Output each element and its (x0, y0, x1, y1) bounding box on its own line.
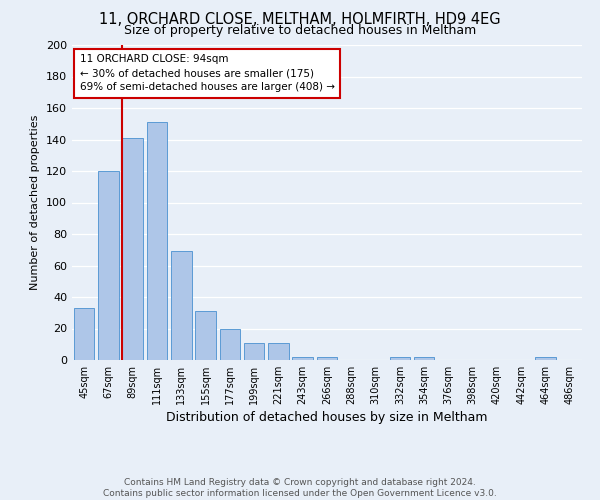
Text: 11 ORCHARD CLOSE: 94sqm
← 30% of detached houses are smaller (175)
69% of semi-d: 11 ORCHARD CLOSE: 94sqm ← 30% of detache… (80, 54, 335, 92)
Bar (195, 311, 216, 360)
Bar (220, 328, 240, 360)
Bar (122, 138, 143, 360)
Bar (268, 342, 289, 360)
Text: Contains HM Land Registry data © Crown copyright and database right 2024.
Contai: Contains HM Land Registry data © Crown c… (103, 478, 497, 498)
Bar (74, 308, 94, 360)
X-axis label: Distribution of detached houses by size in Meltham: Distribution of detached houses by size … (166, 411, 488, 424)
Bar (98, 171, 119, 360)
Y-axis label: Number of detached properties: Number of detached properties (31, 115, 40, 290)
Text: 11, ORCHARD CLOSE, MELTHAM, HOLMFIRTH, HD9 4EG: 11, ORCHARD CLOSE, MELTHAM, HOLMFIRTH, H… (99, 12, 501, 28)
Bar (414, 357, 434, 360)
Bar (146, 122, 167, 360)
Bar (535, 357, 556, 360)
Text: Size of property relative to detached houses in Meltham: Size of property relative to detached ho… (124, 24, 476, 37)
Bar (292, 357, 313, 360)
Bar (317, 357, 337, 360)
Bar (171, 252, 191, 360)
Bar (389, 357, 410, 360)
Bar (244, 342, 265, 360)
